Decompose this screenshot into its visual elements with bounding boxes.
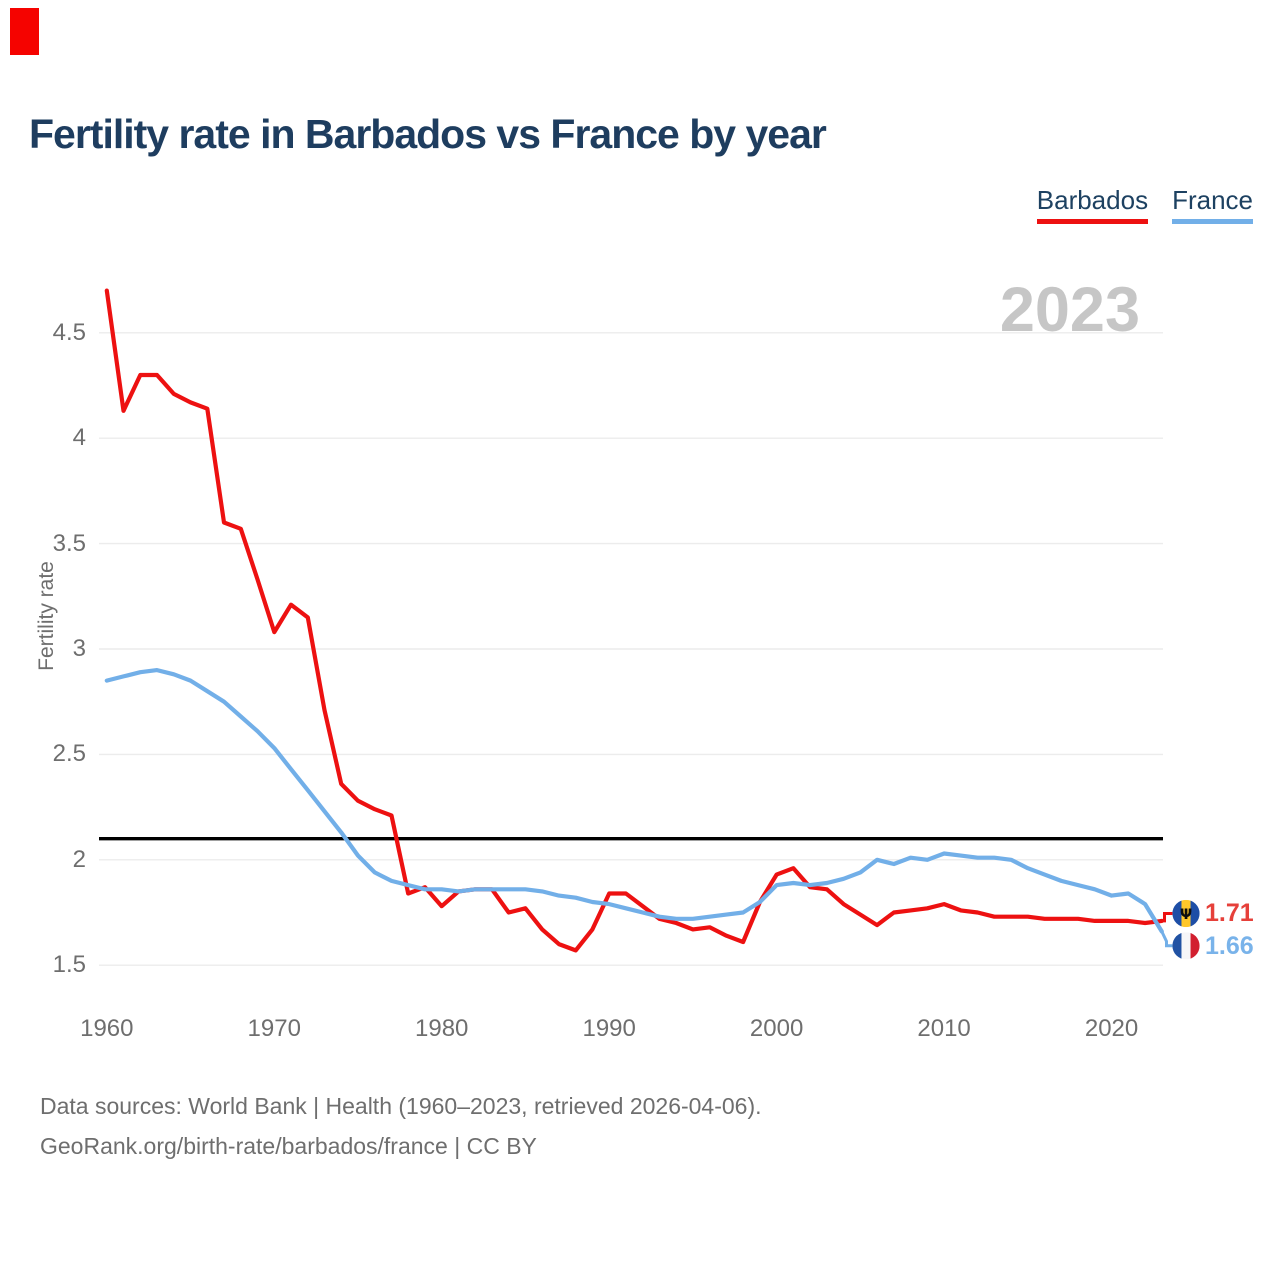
legend: Barbados France xyxy=(1036,185,1253,224)
footer-sources: Data sources: World Bank | Health (1960–… xyxy=(40,1093,762,1119)
page-title: Fertility rate in Barbados vs France by … xyxy=(29,111,827,157)
x-tick-label: 1990 xyxy=(582,1015,636,1042)
trident-glyph: Ψ xyxy=(1180,907,1192,923)
gridlines xyxy=(99,332,1163,966)
x-tick-label: 2020 xyxy=(1084,1015,1139,1042)
x-tick-label: 1970 xyxy=(247,1015,301,1042)
legend-item-france[interactable]: France xyxy=(1172,186,1253,224)
x-tick-label: 2010 xyxy=(917,1015,971,1042)
watermark-year: 2023 xyxy=(999,275,1140,345)
connector-france xyxy=(1160,930,1173,948)
legend-label-france: France xyxy=(1172,185,1253,215)
series-line-france xyxy=(104,667,1164,934)
legend-item-barbados[interactable]: Barbados xyxy=(1036,185,1149,224)
connector-barbados xyxy=(1161,912,1173,923)
legend-label-barbados: Barbados xyxy=(1036,185,1149,215)
france-flag-icon xyxy=(1172,932,1200,960)
x-tick-label: 1980 xyxy=(415,1015,469,1042)
footer-attribution: GeoRank.org/birth-rate/barbados/france |… xyxy=(40,1133,537,1159)
footer: Data sources: World Bank | Health (1960–… xyxy=(40,1086,762,1166)
y-tick-label: 4 xyxy=(72,424,86,452)
barbados-flag-icon: Ψ xyxy=(1172,899,1200,928)
y-tick-label: 2.5 xyxy=(52,740,86,768)
end-value-france: 1.66 xyxy=(1205,932,1254,960)
recording-marker xyxy=(10,8,39,55)
y-tick-label: 3 xyxy=(72,635,86,662)
y-tick-label: 3.5 xyxy=(52,529,86,557)
series-line-barbados xyxy=(104,288,1164,953)
y-tick-label: 4.5 xyxy=(52,318,86,346)
y-tick-label: 1.5 xyxy=(52,951,86,979)
end-value-barbados: 1.71 xyxy=(1205,899,1254,927)
x-tick-label: 1960 xyxy=(80,1015,134,1042)
x-tick-label: 2000 xyxy=(749,1015,804,1042)
y-tick-label: 2 xyxy=(72,845,86,873)
